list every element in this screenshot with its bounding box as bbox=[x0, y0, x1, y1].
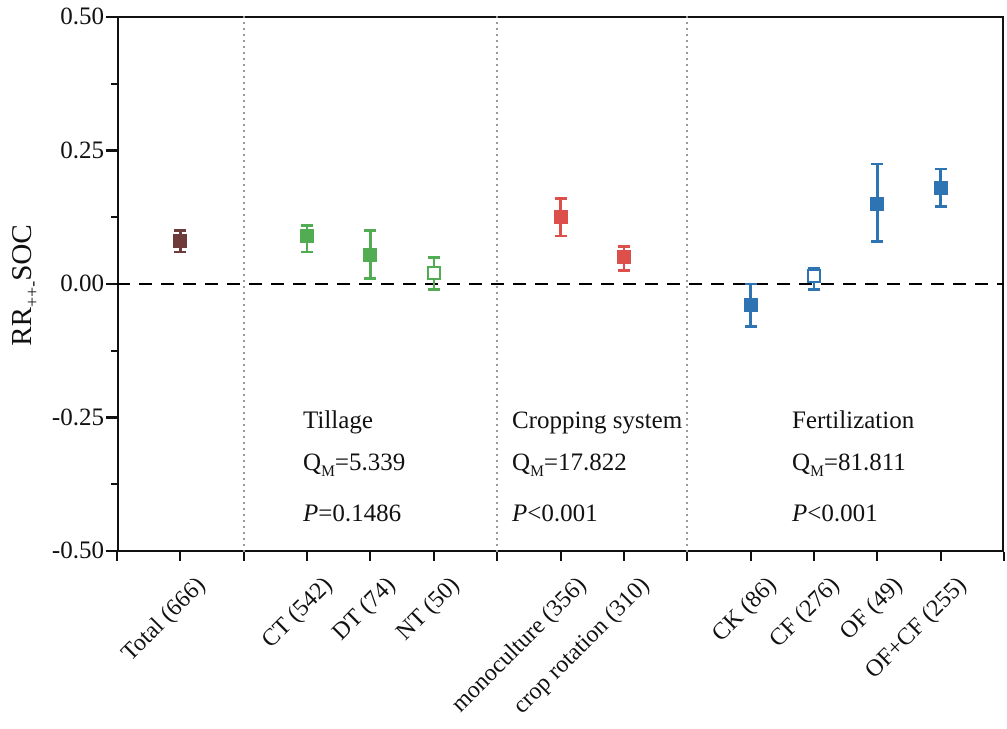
error-bar-cap-bottom bbox=[617, 269, 630, 272]
y-axis-tick-label: -0.50 bbox=[51, 537, 104, 564]
data-point-marker-open bbox=[806, 268, 821, 283]
p-operator: < bbox=[807, 500, 822, 527]
annotation-group-title: Tillage bbox=[303, 407, 373, 434]
y-axis-title-main: RR bbox=[6, 307, 38, 346]
error-bar-cap-bottom bbox=[871, 240, 884, 243]
y-axis-tick-label: -0.25 bbox=[51, 403, 104, 431]
p-value: 0.001 bbox=[821, 500, 878, 527]
error-bar-cap-top bbox=[364, 229, 377, 232]
p-operator: < bbox=[527, 500, 542, 527]
y-axis-major-tick bbox=[106, 15, 117, 19]
data-point-marker bbox=[553, 210, 568, 225]
error-bar-cap-top bbox=[301, 224, 314, 227]
annotation-p-line: P=0.1486 bbox=[303, 493, 405, 535]
x-axis-tick bbox=[432, 552, 435, 561]
error-bar-cap-bottom bbox=[554, 234, 567, 238]
zero-reference-line bbox=[117, 282, 1004, 286]
annotation-cropping-system: Cropping system QM=17.822 P<0.001 bbox=[512, 400, 682, 535]
x-axis-tick bbox=[242, 552, 245, 561]
error-bar-cap-top bbox=[871, 162, 884, 166]
y-axis-tick-label: 0.25 bbox=[60, 136, 104, 164]
annotation-p-line: P<0.001 bbox=[512, 493, 682, 535]
x-axis-tick bbox=[812, 552, 815, 561]
data-point-marker bbox=[933, 180, 948, 195]
annotation-qm-line: QM=5.339 bbox=[303, 442, 405, 493]
y-axis-minor-tick bbox=[111, 216, 117, 219]
x-axis-tick bbox=[939, 552, 942, 561]
error-bar-cap-bottom bbox=[174, 250, 187, 254]
p-symbol: P bbox=[303, 500, 319, 527]
data-point-marker bbox=[363, 247, 378, 262]
y-axis-minor-tick bbox=[111, 483, 117, 486]
error-bar-cap-bottom bbox=[744, 325, 757, 328]
y-axis-major-tick bbox=[106, 282, 117, 286]
data-point-marker bbox=[870, 196, 885, 211]
p-operator: = bbox=[318, 500, 333, 527]
annotation-group-title: Fertilization bbox=[792, 407, 915, 434]
x-axis-tick bbox=[876, 552, 879, 561]
data-point-marker-open bbox=[426, 266, 441, 281]
qm-operator: = bbox=[334, 449, 349, 476]
x-axis-tick bbox=[306, 552, 309, 561]
data-point-marker bbox=[743, 298, 758, 313]
error-bar-cap-bottom bbox=[807, 288, 820, 291]
error-bar-cap-bottom bbox=[301, 250, 314, 254]
p-value: 0.1486 bbox=[332, 500, 402, 527]
qm-value: 17.822 bbox=[557, 449, 627, 476]
error-bar-cap-top bbox=[427, 256, 440, 259]
qm-value: 81.811 bbox=[837, 449, 906, 476]
annotation-fertilization: Fertilization QM=81.811 P<0.001 bbox=[792, 400, 914, 535]
p-symbol: P bbox=[792, 500, 808, 527]
data-point-marker bbox=[173, 234, 188, 249]
error-bar-cap-top bbox=[174, 229, 187, 232]
annotation-p-line: P<0.001 bbox=[792, 493, 914, 535]
qm-symbol: Q bbox=[303, 449, 322, 476]
annotation-group-title: Cropping system bbox=[512, 407, 683, 434]
data-point-marker bbox=[300, 228, 315, 243]
y-axis-major-tick bbox=[106, 149, 117, 152]
x-axis-tick bbox=[686, 552, 689, 561]
annotation-tillage: Tillage QM=5.339 P=0.1486 bbox=[303, 400, 405, 535]
x-axis-tick bbox=[179, 552, 182, 561]
error-bar-cap-top bbox=[617, 245, 630, 248]
qm-symbol: Q bbox=[512, 449, 531, 476]
error-bar-cap-top bbox=[744, 282, 757, 286]
qm-value: 5.339 bbox=[348, 449, 406, 476]
error-bar-cap-bottom bbox=[427, 288, 440, 291]
x-axis-tick bbox=[622, 552, 625, 561]
qm-subscript: M bbox=[321, 463, 335, 480]
x-axis-category-label: Total (666) bbox=[116, 572, 211, 667]
annotation-qm-line: QM=17.822 bbox=[512, 442, 682, 493]
error-bar-cap-top bbox=[554, 197, 567, 200]
y-axis-major-tick bbox=[106, 549, 117, 553]
x-axis-tick bbox=[369, 552, 372, 561]
error-bar-cap-bottom bbox=[934, 205, 947, 208]
x-axis-tick bbox=[116, 552, 118, 561]
error-bar-cap-top bbox=[934, 167, 947, 171]
y-axis-minor-tick bbox=[111, 349, 117, 352]
y-axis-tick-label: 0.50 bbox=[60, 3, 104, 30]
qm-subscript: M bbox=[810, 463, 824, 480]
y-axis-major-tick bbox=[106, 416, 117, 419]
y-axis-tick-label: 0.00 bbox=[60, 270, 104, 297]
y-axis-minor-tick bbox=[111, 82, 117, 85]
data-point-marker bbox=[616, 250, 631, 265]
annotation-qm-line: QM=81.811 bbox=[792, 442, 914, 493]
x-axis-tick bbox=[749, 552, 752, 561]
error-bar-cap-top bbox=[807, 266, 820, 270]
qm-operator: = bbox=[823, 449, 838, 476]
x-axis-tick bbox=[496, 552, 499, 561]
x-axis-tick bbox=[1003, 552, 1005, 561]
p-symbol: P bbox=[512, 500, 528, 527]
qm-subscript: M bbox=[530, 463, 544, 480]
p-value: 0.001 bbox=[541, 500, 598, 527]
qm-symbol: Q bbox=[792, 449, 811, 476]
qm-operator: = bbox=[543, 449, 558, 476]
x-axis-tick bbox=[559, 552, 562, 561]
error-bar-cap-bottom bbox=[364, 277, 377, 280]
plot-area: Tillage QM=5.339 P=0.1486 Cropping syste… bbox=[52, 3, 1005, 719]
